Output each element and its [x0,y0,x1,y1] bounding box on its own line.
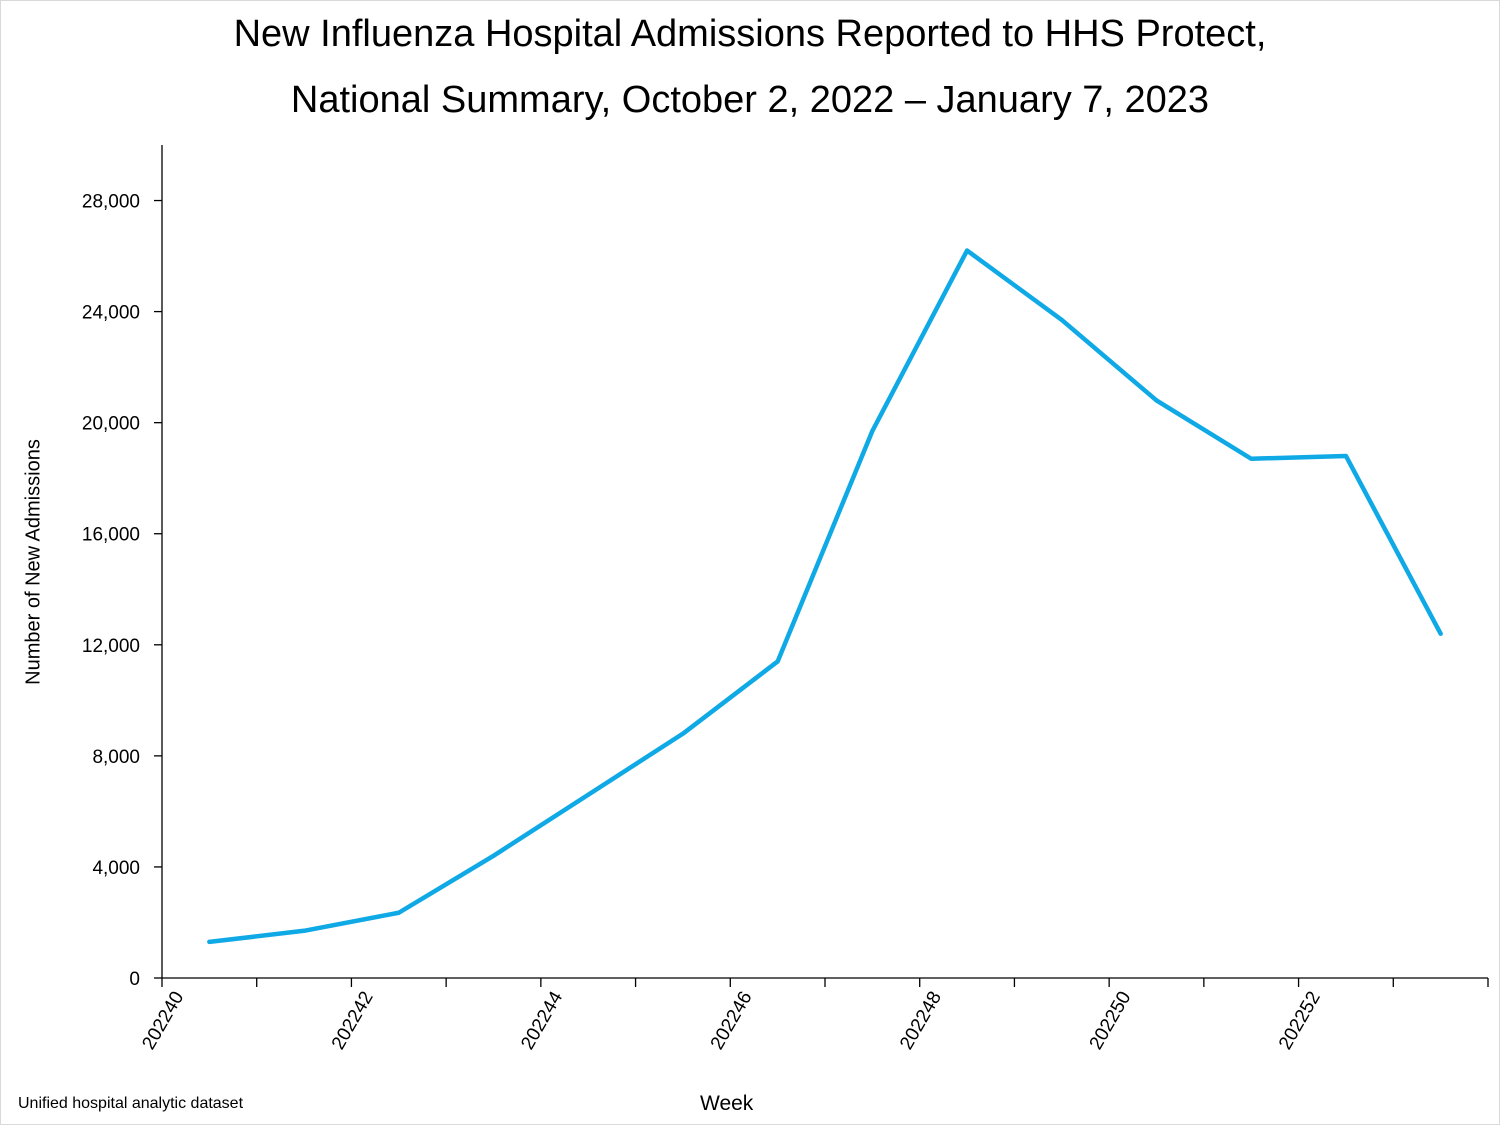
data-point [1438,631,1443,636]
y-tick-label: 24,000 [82,303,140,324]
chart-subtitle: National Summary, October 2, 2022 – Janu… [290,79,1210,121]
data-point [396,910,401,915]
y-tick-label: 28,000 [82,192,140,213]
data-point [680,731,685,736]
data-point [586,792,591,797]
y-tick-label: 16,000 [82,525,140,546]
data-point [870,428,875,433]
data-point [1059,317,1064,322]
x-axis: 202240 202242 202244 202246 202248 202250 2022… [138,977,1489,1054]
data-point [1154,398,1159,403]
x-tick-label: 202252 [1275,988,1325,1053]
x-axis-title: Week [700,1092,754,1115]
data-point [207,939,212,944]
source-note: Unified hospital analytic dataset [18,1095,244,1112]
data-point [1343,453,1348,458]
y-tick-label: 20,000 [82,414,140,435]
y-axis: 0 4,000 8,000 12,000 16,000 20,000 24,000 28,00… [82,145,163,990]
y-tick-label: 4,000 [92,858,140,879]
y-tick-label: 0 [129,969,140,990]
data-point [775,659,780,664]
data-point [491,853,496,858]
chart-title: New Influenza Hospital Admissions Report… [233,13,1267,55]
x-tick-label: 202244 [517,988,567,1054]
y-tick-label: 12,000 [82,636,140,657]
x-tick-label: 202248 [896,988,946,1053]
x-tick-label: 202250 [1086,988,1136,1053]
y-axis-title-text: Number of New Admissions [22,439,45,685]
series-line [207,248,1443,945]
y-tick-label: 8,000 [92,747,140,768]
series-layer [207,248,1443,945]
data-point [302,928,307,933]
data-point [965,248,970,253]
x-tick-label: 202246 [707,988,757,1053]
x-tick-label: 202240 [138,988,188,1053]
x-tick-label: 202242 [328,988,378,1053]
data-point [1249,456,1254,461]
